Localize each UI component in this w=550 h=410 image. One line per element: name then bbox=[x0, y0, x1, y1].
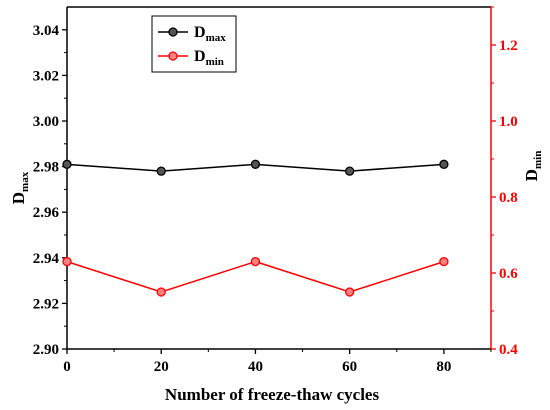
right-tick-label: 0.8 bbox=[499, 190, 518, 206]
legend-box bbox=[151, 15, 237, 73]
legend-swatch-marker bbox=[168, 51, 178, 61]
right-y-axis-title: Dmin bbox=[522, 151, 544, 182]
right-tick-label: 0.6 bbox=[499, 266, 518, 282]
data-point-min bbox=[156, 287, 166, 297]
legend-swatch-marker bbox=[168, 27, 178, 37]
data-point-min bbox=[345, 287, 355, 297]
x-tick-label: 60 bbox=[342, 359, 357, 375]
x-tick-label: 40 bbox=[248, 359, 263, 375]
left-y-axis: 2.90 2.92 2.94 2.96 2.98 3.00 3.02 3.04 bbox=[33, 23, 67, 358]
data-point-min bbox=[62, 256, 72, 267]
right-tick-label: 1.2 bbox=[499, 38, 518, 54]
data-point-min bbox=[439, 256, 449, 267]
data-point-max bbox=[62, 159, 72, 169]
left-y-axis-title: Dmax bbox=[9, 171, 31, 204]
left-tick-label: 2.98 bbox=[33, 160, 59, 176]
left-tick-label: 2.96 bbox=[33, 205, 60, 221]
legend: Dmax Dmin bbox=[151, 15, 237, 73]
data-point-max bbox=[439, 159, 449, 169]
left-tick-label: 3.02 bbox=[33, 68, 59, 84]
right-tick-label: 1.0 bbox=[499, 114, 518, 130]
data-point-max bbox=[156, 166, 166, 176]
left-tick-label: 2.92 bbox=[33, 296, 59, 312]
data-point-min bbox=[250, 256, 261, 267]
right-tick-label: 0.4 bbox=[499, 342, 518, 358]
left-tick-label: 2.90 bbox=[33, 342, 59, 358]
legend-entry-min: Dmin bbox=[194, 48, 224, 68]
left-tick-label: 2.94 bbox=[33, 251, 60, 267]
x-axis: 0 20 40 60 80 bbox=[63, 349, 492, 375]
right-y-axis: 0.4 0.6 0.8 1.0 1.2 bbox=[491, 6, 518, 358]
left-tick-label: 3.04 bbox=[33, 23, 60, 39]
plot-frame bbox=[66, 6, 492, 350]
data-point-max bbox=[250, 159, 261, 169]
x-tick-label: 80 bbox=[436, 359, 451, 375]
x-tick-label: 0 bbox=[63, 359, 71, 375]
legend-entry-max: Dmax bbox=[194, 24, 226, 44]
series-layer bbox=[62, 159, 449, 297]
data-point-max bbox=[345, 166, 355, 176]
x-axis-title: Number of freeze-thaw cycles bbox=[165, 385, 380, 404]
x-tick-label: 20 bbox=[154, 359, 169, 375]
left-tick-label: 3.00 bbox=[33, 114, 59, 130]
